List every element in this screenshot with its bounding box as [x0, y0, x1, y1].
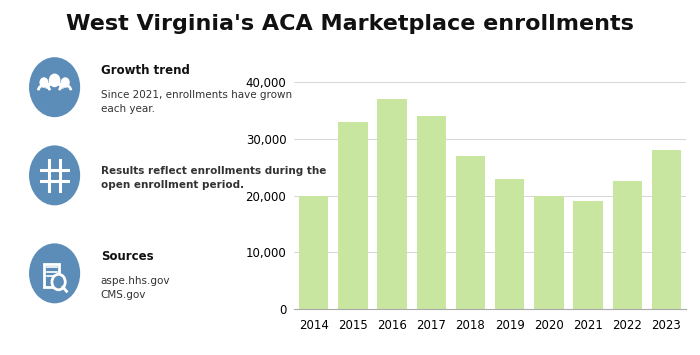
Text: West Virginia's ACA Marketplace enrollments: West Virginia's ACA Marketplace enrollme…	[66, 14, 634, 34]
Circle shape	[61, 77, 70, 88]
Circle shape	[49, 73, 60, 87]
Circle shape	[28, 242, 81, 304]
Circle shape	[52, 274, 65, 290]
Bar	[612, 181, 642, 309]
Bar	[652, 150, 681, 309]
Bar	[534, 196, 564, 309]
Text: Since 2021, enrollments have grown
each year.: Since 2021, enrollments have grown each …	[101, 90, 292, 114]
Bar	[495, 179, 524, 309]
Text: Results reflect enrollments during the
open enrollment period.: Results reflect enrollments during the o…	[101, 166, 326, 190]
Bar	[377, 99, 407, 309]
Bar	[456, 156, 485, 309]
Text: Growth trend: Growth trend	[101, 64, 190, 77]
Bar	[299, 196, 328, 309]
Bar	[573, 201, 603, 309]
Text: insurance: insurance	[29, 324, 66, 333]
Text: aspe.hhs.gov
CMS.gov: aspe.hhs.gov CMS.gov	[101, 277, 170, 300]
Bar	[416, 116, 446, 309]
Circle shape	[28, 56, 81, 118]
Circle shape	[28, 144, 81, 206]
Text: Sources: Sources	[101, 250, 153, 263]
Text: .org™: .org™	[30, 336, 64, 346]
Bar	[338, 122, 368, 309]
Text: health: health	[29, 310, 66, 321]
Circle shape	[39, 77, 48, 88]
